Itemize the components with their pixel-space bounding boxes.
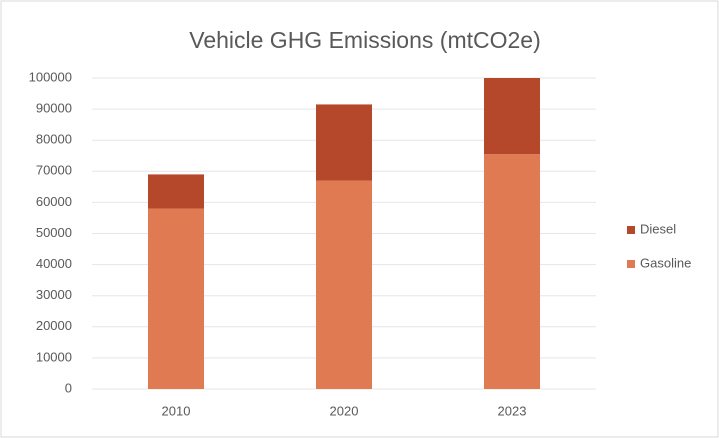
- y-tick-label: 70000: [36, 163, 72, 178]
- bar-segment: [148, 208, 204, 389]
- y-tick-label: 80000: [36, 132, 72, 147]
- y-tick-label: 60000: [36, 194, 72, 209]
- x-tick-label: 2023: [498, 403, 527, 418]
- legend-label: Gasoline: [640, 255, 691, 270]
- y-tick-label: 20000: [36, 318, 72, 333]
- y-tick-label: 40000: [36, 256, 72, 271]
- y-tick-label: 10000: [36, 349, 72, 364]
- y-tick-label: 0: [65, 380, 72, 395]
- y-tick-label: 50000: [36, 225, 72, 240]
- y-tick-label: 100000: [29, 69, 72, 84]
- y-tick-label: 30000: [36, 287, 72, 302]
- chart-title: Vehicle GHG Emissions (mtCO2e): [189, 27, 540, 53]
- y-tick-label: 90000: [36, 101, 72, 116]
- bar-segment: [484, 78, 540, 155]
- x-tick-label: 2020: [330, 403, 359, 418]
- legend-label: Diesel: [640, 221, 676, 236]
- bar-segment: [316, 104, 372, 181]
- legend-swatch: [627, 260, 635, 268]
- x-tick-label: 2010: [162, 403, 191, 418]
- bar-segment: [316, 180, 372, 389]
- legend-swatch: [627, 226, 635, 234]
- bar-segment: [484, 154, 540, 389]
- bar-segment: [148, 174, 204, 209]
